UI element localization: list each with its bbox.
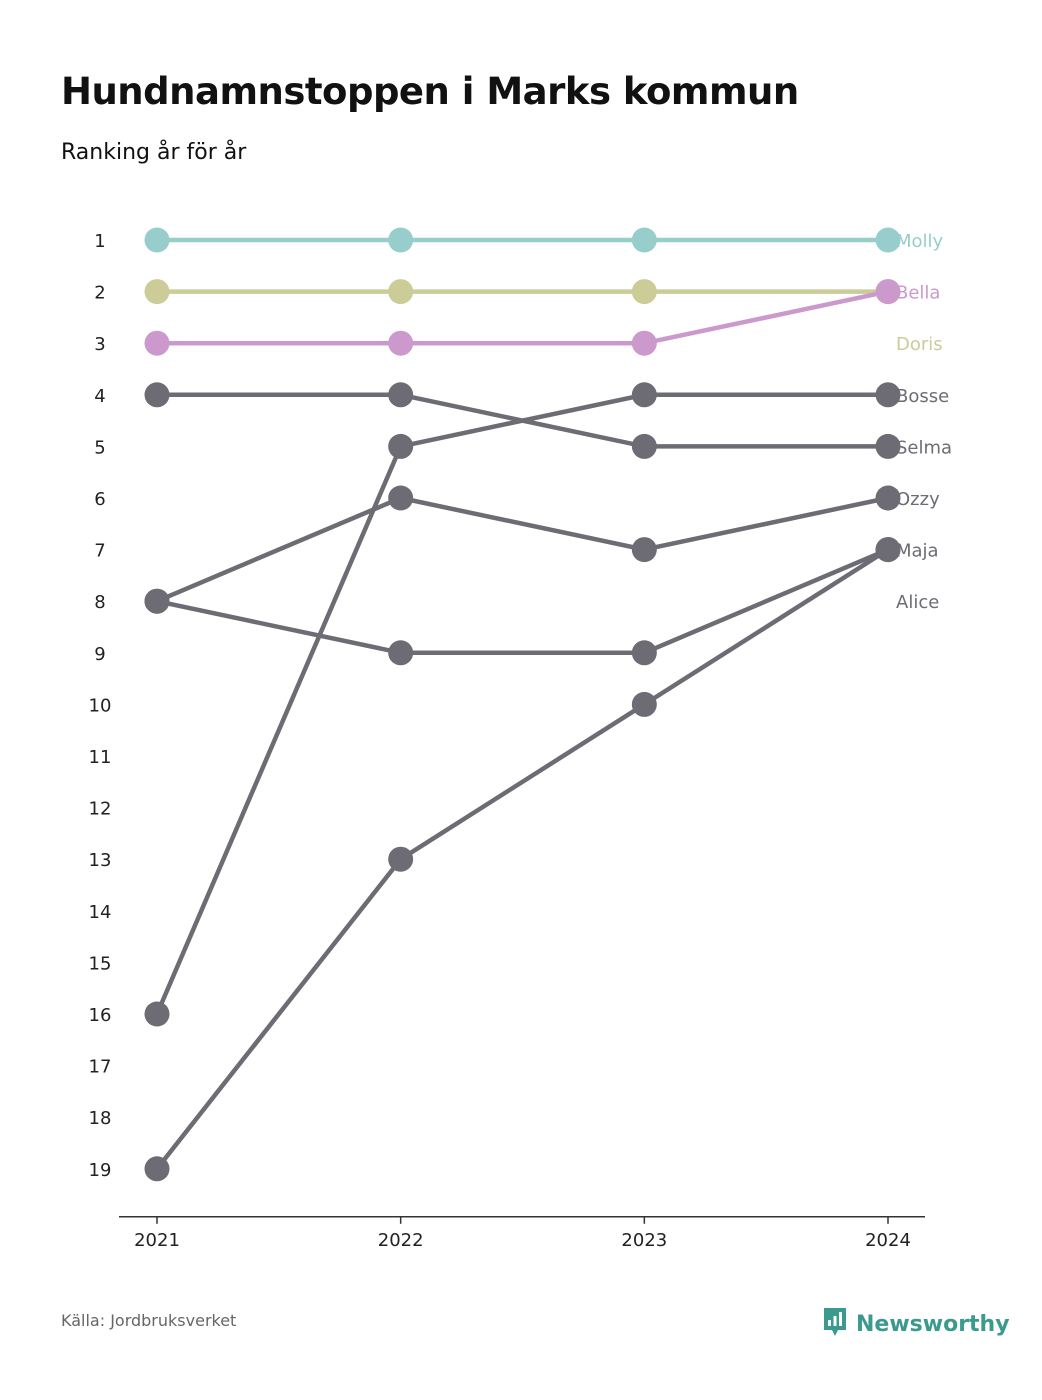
y-tick-label: 9	[94, 644, 105, 665]
bar-chart-logo-icon	[822, 1306, 848, 1343]
y-tick-label: 11	[89, 747, 112, 768]
y-tick-label: 4	[94, 386, 105, 407]
end-labels: Molly Bella Doris Bosse Selma Ozzy Maja Alice	[896, 231, 952, 613]
end-label-molly: Molly	[896, 231, 944, 252]
chart-title: Hundnamnstoppen i Marks kommun	[61, 70, 799, 113]
point-alice	[144, 1156, 170, 1182]
series-line-maja	[156, 547, 889, 656]
point-molly	[388, 227, 414, 253]
end-label-ozzy: Ozzy	[896, 489, 940, 510]
y-tick-label: 15	[89, 953, 112, 974]
series-line-bella	[157, 289, 889, 346]
series-line-ozzy	[156, 495, 889, 604]
point-bosse	[631, 382, 657, 408]
end-label-doris: Doris	[896, 334, 943, 355]
point-doris	[388, 279, 414, 305]
point-ozzy	[388, 485, 414, 511]
point-ozzy	[631, 537, 657, 563]
point-alice	[388, 846, 414, 872]
x-tick-label: 2022	[378, 1230, 424, 1251]
point-selma	[144, 382, 170, 408]
end-label-alice: Alice	[896, 592, 939, 613]
point-maja	[388, 640, 414, 666]
series-points	[144, 227, 901, 1182]
point-bella	[388, 330, 414, 356]
y-tick-label: 17	[89, 1057, 112, 1078]
y-tick-label: 18	[89, 1108, 112, 1129]
point-doris	[631, 279, 657, 305]
y-tick-label: 2	[94, 283, 105, 304]
y-tick-label: 16	[89, 1005, 112, 1026]
point-maja	[631, 640, 657, 666]
x-tick-label: 2023	[621, 1230, 667, 1251]
y-tick-label: 13	[89, 850, 112, 871]
x-tick-label: 2024	[865, 1230, 911, 1251]
series-line-selma	[157, 392, 888, 449]
series-line-bosse	[154, 392, 888, 1015]
point-doris	[144, 279, 170, 305]
chart-subtitle: Ranking år för år	[61, 140, 247, 165]
y-tick-label: 8	[94, 592, 105, 613]
end-label-bella: Bella	[896, 283, 940, 304]
point-maja	[144, 588, 170, 614]
point-molly	[631, 227, 657, 253]
point-selma	[388, 382, 414, 408]
end-label-bosse: Bosse	[896, 386, 949, 407]
end-label-selma: Selma	[896, 437, 952, 458]
point-molly	[144, 227, 170, 253]
y-tick-label: 6	[94, 489, 105, 510]
y-tick-label: 5	[94, 437, 105, 458]
point-bella	[631, 330, 657, 356]
y-tick-label: 1	[94, 231, 105, 252]
y-tick-label: 10	[89, 695, 112, 716]
y-tick-label: 3	[94, 334, 105, 355]
source-note: Källa: Jordbruksverket	[61, 1311, 237, 1330]
y-tick-label: 14	[89, 902, 112, 923]
y-tick-label: 12	[89, 799, 112, 820]
x-tick-label: 2021	[134, 1230, 180, 1251]
point-selma	[875, 433, 901, 459]
series-lines	[154, 237, 890, 1171]
x-axis-ticks: 2021 2022 2023 2024	[134, 1216, 911, 1251]
point-alice	[875, 537, 901, 563]
series-line-alice	[155, 547, 890, 1171]
point-bosse	[144, 1001, 170, 1027]
point-bella	[875, 279, 901, 305]
brand-logo[interactable]: Newsworthy	[822, 1306, 1010, 1343]
point-ozzy	[875, 485, 901, 511]
y-tick-label: 19	[89, 1160, 112, 1181]
point-alice	[631, 691, 657, 717]
point-molly	[875, 227, 901, 253]
y-tick-label: 7	[94, 541, 105, 562]
point-bosse	[388, 433, 414, 459]
end-label-maja: Maja	[896, 541, 939, 562]
brand-name: Newsworthy	[856, 1312, 1010, 1337]
point-bosse	[875, 382, 901, 408]
point-selma	[631, 433, 657, 459]
point-bella	[144, 330, 170, 356]
